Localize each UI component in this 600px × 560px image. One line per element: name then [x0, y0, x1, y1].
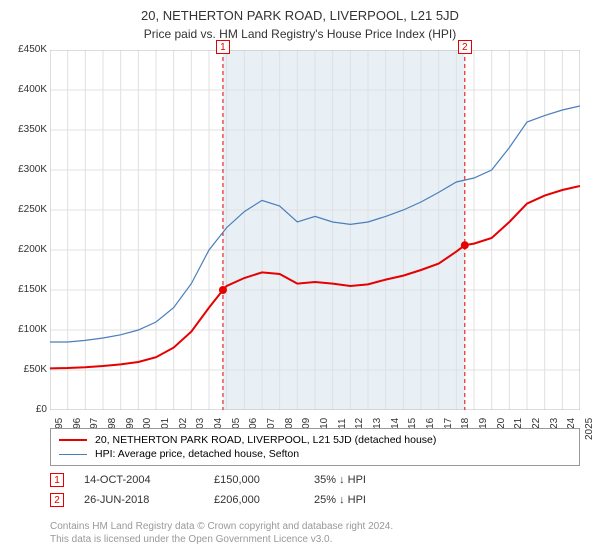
y-tick-label: £450K [2, 44, 47, 55]
event-marker-2: 2 [458, 40, 472, 54]
transaction-date: 14-OCT-2004 [84, 474, 194, 486]
chart-plot-area [50, 50, 580, 410]
chart-title: 20, NETHERTON PARK ROAD, LIVERPOOL, L21 … [0, 0, 600, 23]
transaction-row: 2 26-JUN-2018 £206,000 25% ↓ HPI [50, 490, 580, 510]
y-tick-label: £200K [2, 244, 47, 255]
chart-svg [50, 50, 580, 410]
footer-attribution: Contains HM Land Registry data © Crown c… [50, 520, 580, 546]
legend-label: HPI: Average price, detached house, Seft… [95, 448, 299, 460]
transaction-date: 26-JUN-2018 [84, 494, 194, 506]
event-marker-1: 1 [216, 40, 230, 54]
transaction-table: 1 14-OCT-2004 £150,000 35% ↓ HPI 2 26-JUN-201… [50, 470, 580, 510]
footer-line-2: This data is licensed under the Open Gov… [50, 533, 580, 546]
transaction-marker: 2 [50, 493, 64, 507]
transaction-diff: 35% ↓ HPI [314, 474, 404, 486]
legend-label: 20, NETHERTON PARK ROAD, LIVERPOOL, L21 … [95, 434, 436, 446]
transaction-marker: 1 [50, 473, 64, 487]
transaction-price: £150,000 [214, 474, 294, 486]
y-tick-label: £350K [2, 124, 47, 135]
y-tick-label: £0 [2, 404, 47, 415]
legend-row: HPI: Average price, detached house, Seft… [59, 447, 571, 461]
y-tick-label: £250K [2, 204, 47, 215]
y-tick-label: £100K [2, 324, 47, 335]
transaction-price: £206,000 [214, 494, 294, 506]
footer-line-1: Contains HM Land Registry data © Crown c… [50, 520, 580, 533]
y-tick-label: £300K [2, 164, 47, 175]
chart-subtitle: Price paid vs. HM Land Registry's House … [0, 23, 600, 41]
legend-swatch [59, 439, 87, 441]
y-tick-label: £50K [2, 364, 47, 375]
x-tick-label: 2025 [584, 418, 595, 440]
transaction-row: 1 14-OCT-2004 £150,000 35% ↓ HPI [50, 470, 580, 490]
transaction-diff: 25% ↓ HPI [314, 494, 404, 506]
y-tick-label: £150K [2, 284, 47, 295]
legend-row: 20, NETHERTON PARK ROAD, LIVERPOOL, L21 … [59, 433, 571, 447]
y-tick-label: £400K [2, 84, 47, 95]
legend-swatch [59, 454, 87, 455]
legend: 20, NETHERTON PARK ROAD, LIVERPOOL, L21 … [50, 428, 580, 466]
